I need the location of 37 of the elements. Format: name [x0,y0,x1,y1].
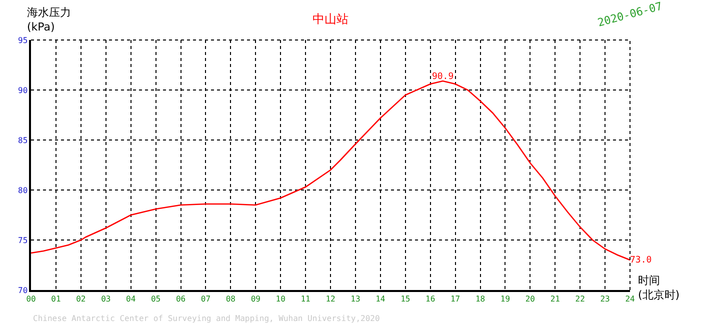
x-tick-label: 22 [575,294,586,304]
y-tick-label: 95 [18,36,28,45]
y-tick-label: 70 [18,286,28,295]
x-tick-label: 14 [376,294,386,304]
x-tick-label: 02 [76,294,86,304]
x-tick-label: 07 [200,294,211,304]
x-tick-label: 23 [600,294,610,304]
x-tick-label: 11 [300,294,311,304]
x-tick-label: 18 [475,294,486,304]
x-tick-label: 17 [450,294,460,304]
chart-title: 中山站 [312,12,348,26]
x-tick-label: 21 [550,294,560,304]
x-tick-label: 04 [126,294,136,304]
data-label: 73.0 [630,255,652,266]
x-tick-label: 03 [101,294,111,304]
data-label: 90.9 [432,72,454,82]
x-tick-label: 06 [176,294,186,304]
x-tick-label: 24 [625,294,635,304]
x-tick-label: 15 [400,294,410,304]
x-tick-label: 12 [326,294,336,304]
y-tick-label: 85 [18,136,28,145]
x-tick-label: 20 [525,294,536,304]
y-axis-title: 海水压力 (kPa) [27,6,71,34]
y-tick-label: 75 [18,236,28,245]
x-tick-label: 00 [26,294,36,304]
x-tick-label: 16 [426,294,436,304]
x-tick-label: 13 [350,294,360,304]
x-tick-label: 10 [276,294,286,304]
x-axis-title: 时间 (北京时) [638,274,680,302]
line-series [31,80,630,261]
y-tick-label: 80 [18,186,28,195]
x-tick-label: 01 [51,294,61,304]
y-tick-label: 90 [18,86,28,95]
x-tick-label: 09 [250,294,261,304]
x-tick-label: 19 [500,294,510,304]
x-tick-label: 08 [226,294,236,304]
x-tick-label: 05 [150,294,161,304]
